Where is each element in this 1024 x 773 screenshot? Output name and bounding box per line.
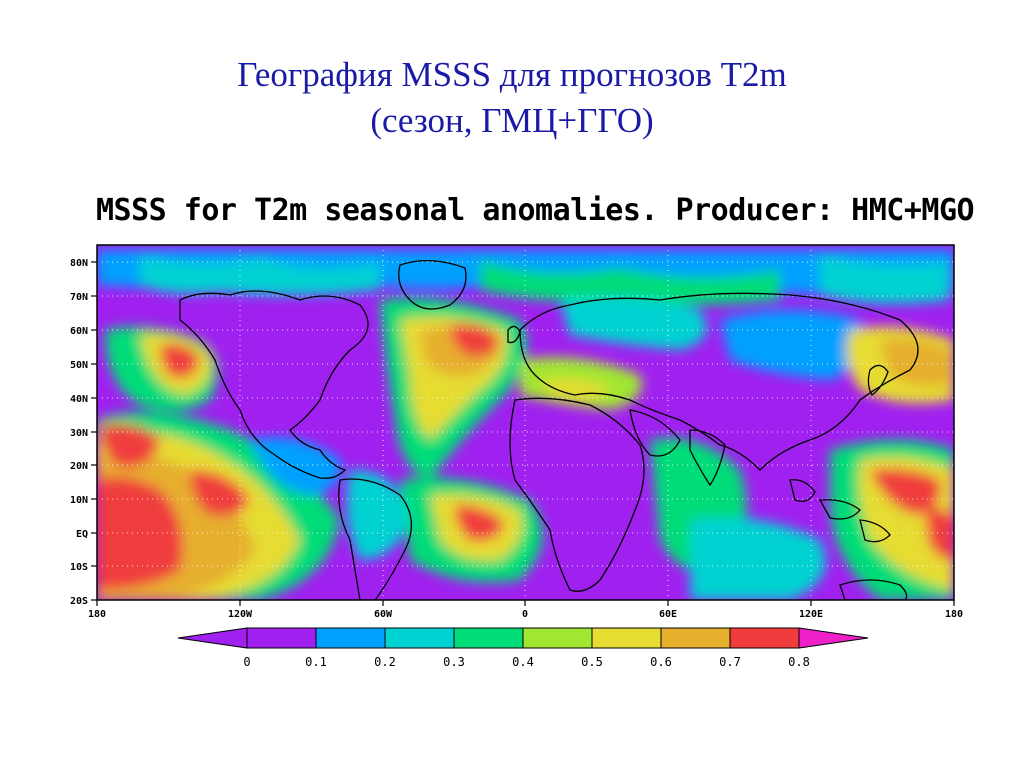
lat-label-eq: EQ [76, 529, 88, 540]
colorbar-label-0.7: 0.7 [719, 655, 741, 669]
lon-label-60w: 60W [374, 609, 393, 620]
lat-label-40n: 40N [70, 394, 88, 405]
lon-label-120e: 120E [799, 609, 823, 620]
colorbar-bin-0.7-0.8 [729, 627, 800, 649]
colorbar-label-0.4: 0.4 [512, 655, 534, 669]
lat-label-20n: 20N [70, 461, 88, 472]
colorbar-label-0.5: 0.5 [581, 655, 603, 669]
slide-title-line1: География MSSS для прогнозов T2m [237, 55, 787, 94]
colorbar-label-0: 0 [243, 655, 250, 669]
colorbar-bin-0.2-0.3 [384, 627, 455, 649]
colorbar-below-arrow [177, 627, 248, 649]
lat-label-70n: 70N [70, 292, 88, 303]
lon-label-0: 0 [522, 609, 528, 620]
lon-label-60e: 60E [659, 609, 677, 620]
colorbar [177, 627, 869, 649]
colorbar-bin-0.1-0.2 [315, 627, 386, 649]
lat-label-20s: 20S [70, 596, 88, 607]
coastlines [179, 260, 919, 600]
colorbar-bin-0.4-0.5 [522, 627, 593, 649]
lon-label-120w: 120W [228, 609, 253, 620]
slide-title-line2: (сезон, ГМЦ+ГГО) [370, 101, 654, 140]
colorbar-label-0.2: 0.2 [374, 655, 396, 669]
lat-label-10s: 10S [70, 562, 88, 573]
colorbar-bin-0.6-0.7 [660, 627, 731, 649]
msss-field [97, 245, 954, 600]
lat-label-60n: 60N [70, 326, 88, 337]
map-gridlines [97, 245, 954, 600]
colorbar-bin-0.5-0.6 [591, 627, 662, 649]
colorbar-label-0.6: 0.6 [650, 655, 672, 669]
lon-label-180-right: 180 [945, 609, 963, 620]
lat-label-10n: 10N [70, 495, 88, 506]
colorbar-label-0.8: 0.8 [788, 655, 810, 669]
lat-label-30n: 30N [70, 428, 88, 439]
colorbar-above-arrow [798, 627, 869, 649]
lon-label-180-left: 180 [88, 609, 106, 620]
lat-label-80n: 80N [70, 258, 88, 269]
lat-label-50n: 50N [70, 360, 88, 371]
map-title: MSSS for T2m seasonal anomalies. Produce… [96, 193, 975, 228]
colorbar-label-0.1: 0.1 [305, 655, 327, 669]
colorbar-label-0.3: 0.3 [443, 655, 465, 669]
colorbar-bin-0-0.1 [246, 627, 317, 649]
slide-title: География MSSS для прогнозов T2m (сезон,… [0, 52, 1024, 144]
colorbar-bin-0.3-0.4 [453, 627, 524, 649]
